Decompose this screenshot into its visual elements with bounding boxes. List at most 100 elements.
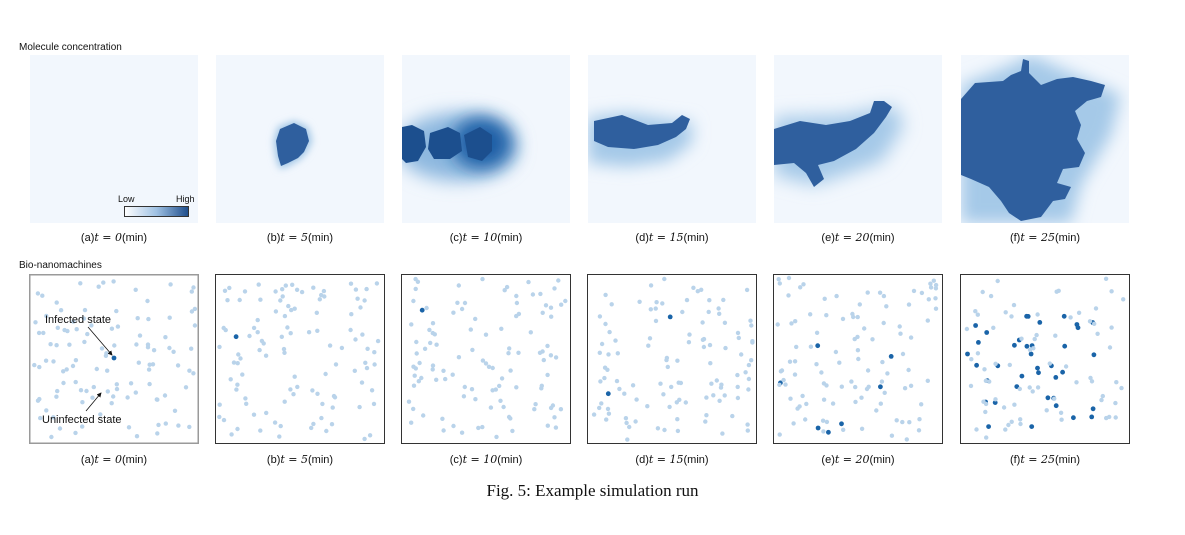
uninfected-nanomachine — [627, 424, 632, 430]
uninfected-nanomachine — [533, 402, 538, 407]
uninfected-nanomachine — [322, 294, 327, 299]
uninfected-nanomachine — [669, 384, 674, 390]
uninfected-nanomachine — [983, 409, 988, 415]
uninfected-nanomachine — [722, 320, 728, 325]
uninfected-nanomachine — [80, 400, 85, 405]
uninfected-nanomachine — [543, 303, 549, 308]
uninfected-nanomachine — [145, 345, 151, 350]
uninfected-nanomachine — [545, 372, 550, 378]
uninfected-nanomachine — [221, 417, 227, 423]
heatmap-d — [588, 55, 756, 223]
infected-nanomachine — [1037, 320, 1043, 325]
uninfected-nanomachine — [792, 359, 798, 364]
uninfected-nanomachine — [434, 342, 439, 347]
caption-unit: (min) — [308, 454, 334, 466]
uninfected-nanomachine — [272, 420, 278, 425]
uninfected-nanomachine — [247, 333, 252, 339]
uninfected-nanomachine — [1003, 310, 1008, 315]
uninfected-nanomachine — [1003, 427, 1008, 432]
uninfected-nanomachine — [189, 289, 194, 294]
uninfected-nanomachine — [548, 353, 554, 358]
uninfected-nanomachine — [115, 324, 121, 329]
uninfected-nanomachine — [975, 351, 981, 356]
uninfected-nanomachine — [417, 360, 422, 366]
uninfected-nanomachine — [933, 282, 939, 288]
uninfected-nanomachine — [278, 298, 283, 303]
uninfected-nanomachine — [794, 344, 799, 350]
uninfected-nanomachine — [721, 297, 726, 303]
uninfected-nanomachine — [156, 422, 161, 428]
uninfected-nanomachine — [545, 343, 550, 349]
caption-prefix: (e) — [821, 232, 835, 244]
uninfected-nanomachine — [327, 343, 333, 348]
uninfected-nanomachine — [282, 313, 288, 319]
uninfected-nanomachine — [746, 362, 752, 368]
uninfected-nanomachine — [167, 345, 172, 351]
uninfected-nanomachine — [175, 363, 181, 368]
uninfected-nanomachine — [889, 433, 895, 438]
uninfected-nanomachine — [103, 353, 109, 358]
uninfected-nanomachine — [801, 282, 806, 287]
uninfected-nanomachine — [497, 383, 502, 389]
infected-nanomachine — [1062, 343, 1068, 349]
uninfected-nanomachine — [602, 365, 608, 370]
uninfected-nanomachine — [624, 420, 629, 426]
uninfected-nanomachine — [840, 316, 846, 322]
uninfected-nanomachine — [730, 413, 735, 419]
uninfected-nanomachine — [878, 401, 883, 406]
uninfected-nanomachine — [804, 401, 809, 407]
uninfected-nanomachine — [162, 393, 168, 398]
uninfected-nanomachine — [499, 326, 504, 331]
uninfected-nanomachine — [48, 342, 53, 347]
uninfected-nanomachine — [599, 401, 604, 406]
uninfected-nanomachine — [1100, 393, 1105, 399]
uninfected-nanomachine — [432, 332, 437, 337]
uninfected-nanomachine — [238, 356, 243, 361]
uninfected-nanomachine — [514, 300, 520, 306]
uninfected-nanomachine — [735, 395, 741, 401]
uninfected-nanomachine — [800, 393, 805, 399]
uninfected-nanomachine — [704, 413, 709, 418]
uninfected-nanomachine — [902, 386, 908, 391]
uninfected-nanomachine — [235, 382, 240, 387]
uninfected-nanomachine — [1068, 315, 1073, 320]
uninfected-nanomachine — [339, 345, 345, 351]
infected-nanomachine — [992, 400, 998, 405]
uninfected-nanomachine — [797, 404, 802, 409]
uninfected-nanomachine — [717, 311, 722, 316]
uninfected-nanomachine — [870, 337, 875, 342]
uninfected-nanomachine — [105, 389, 111, 394]
uninfected-nanomachine — [71, 319, 76, 324]
uninfected-nanomachine — [38, 415, 43, 421]
uninfected-nanomachine — [369, 388, 375, 393]
uninfected-nanomachine — [865, 290, 870, 295]
uninfected-nanomachine — [411, 298, 416, 304]
caption-math: t = 0 — [94, 231, 123, 244]
uninfected-nanomachine — [292, 306, 297, 311]
uninfected-nanomachine — [1109, 289, 1114, 294]
uninfected-nanomachine — [548, 305, 554, 310]
infected-nanomachine — [974, 362, 979, 368]
uninfected-nanomachine — [82, 339, 87, 345]
uninfected-nanomachine — [35, 291, 41, 296]
uninfected-nanomachine — [988, 293, 994, 299]
uninfected-nanomachine — [822, 296, 827, 301]
infected-nanomachine — [1061, 313, 1067, 319]
uninfected-nanomachine — [634, 397, 639, 402]
annotation-uninfected: Uninfected state — [42, 414, 122, 426]
infected-nanomachine — [1053, 375, 1059, 380]
uninfected-nanomachine — [99, 346, 105, 351]
uninfected-nanomachine — [678, 380, 684, 386]
uninfected-nanomachine — [917, 417, 922, 422]
uninfected-nanomachine — [933, 296, 938, 301]
uninfected-nanomachine — [440, 416, 445, 421]
uninfected-nanomachine — [786, 275, 792, 281]
uninfected-nanomachine — [855, 348, 861, 353]
uninfected-nanomachine — [749, 323, 754, 328]
uninfected-nanomachine — [98, 412, 103, 417]
caption-prefix: (d) — [635, 232, 649, 244]
uninfected-nanomachine — [61, 380, 66, 386]
infected-nanomachine — [826, 429, 831, 435]
uninfected-nanomachine — [630, 383, 636, 388]
uninfected-nanomachine — [289, 307, 294, 313]
